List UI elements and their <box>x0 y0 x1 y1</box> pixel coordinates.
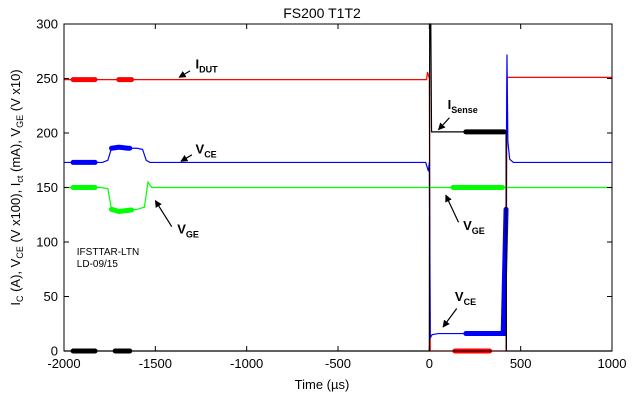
annotation-arrow-v-ce <box>180 154 193 162</box>
y-tick-label: 250 <box>36 71 58 86</box>
series-v-ce <box>64 54 612 341</box>
annotations-layer: IDUT VCE VGE ISense VGE VCE <box>154 57 485 328</box>
series-burst-v-ce <box>463 206 509 337</box>
annotation-label-i-sense: ISense <box>448 97 478 115</box>
x-tick-label: 500 <box>510 356 532 371</box>
annotation-label-i-dut: IDUT <box>196 57 219 75</box>
annotation-label-v-ge: VGE <box>463 218 485 236</box>
series-burst-v-ce <box>108 144 133 151</box>
x-tick-label: -2000 <box>47 356 80 371</box>
chart-title: FS200 T1T2 <box>283 5 361 21</box>
y-tick-label: 50 <box>44 289 58 304</box>
x-tick-label: -1000 <box>230 356 263 371</box>
annotation-arrow-i-sense <box>437 117 450 131</box>
annotation-label-v-ge: VGE <box>177 221 199 239</box>
y-tick-label: 100 <box>36 235 58 250</box>
series-v-ge <box>64 180 612 214</box>
y-tick-label: 150 <box>36 180 58 195</box>
x-tick-label: -1500 <box>139 356 172 371</box>
x-tick-label: 0 <box>426 356 433 371</box>
x-tick-label: -500 <box>325 356 351 371</box>
y-tick-label: 0 <box>51 344 58 359</box>
x-axis-label: Time (µs) <box>295 377 350 392</box>
y-axis-label: IC (A), VCE (V x100), Ict (mA), VGE (V x… <box>8 69 25 305</box>
annotation-arrow-v-ce <box>442 308 458 328</box>
y-tick-label: 300 <box>36 17 58 32</box>
y-tick-label: 200 <box>36 126 58 141</box>
annotation-label-v-ce: VCE <box>455 289 476 307</box>
annotation-arrow-v-ge <box>445 194 460 223</box>
credit-label: IFSTTAR-LTN LD-09/15 <box>77 247 139 270</box>
annotation-arrow-v-ge <box>154 199 173 228</box>
annotation-label-v-ce: VCE <box>196 142 217 160</box>
ticks-layer: -2000 -1500 -1000 -500 0 500 1000 0 50 100 150 200 2… <box>36 17 626 372</box>
annotation-arrow-i-dut <box>178 70 191 78</box>
x-tick-label: 1000 <box>598 356 627 371</box>
series-burst-v-ge <box>108 206 135 214</box>
